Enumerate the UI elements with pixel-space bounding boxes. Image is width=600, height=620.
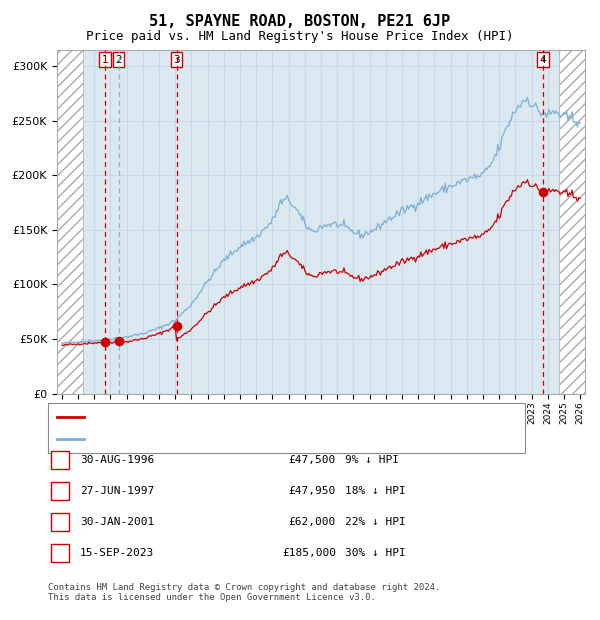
Text: HPI: Average price, detached house, Boston: HPI: Average price, detached house, Bost… [90,434,353,444]
Text: 27-JUN-1997: 27-JUN-1997 [80,486,154,496]
Text: 2: 2 [56,486,64,496]
Text: £185,000: £185,000 [282,548,336,558]
Text: 30-JAN-2001: 30-JAN-2001 [80,517,154,527]
Text: 51, SPAYNE ROAD, BOSTON, PE21 6JP: 51, SPAYNE ROAD, BOSTON, PE21 6JP [149,14,451,29]
Text: 15-SEP-2023: 15-SEP-2023 [80,548,154,558]
Point [538,187,548,197]
Bar [57,50,83,394]
Text: Price paid vs. HM Land Registry's House Price Index (HPI): Price paid vs. HM Land Registry's House … [86,30,514,43]
Text: 2: 2 [115,55,122,64]
Text: 9% ↓ HPI: 9% ↓ HPI [345,455,399,465]
Point [114,337,124,347]
Text: 51, SPAYNE ROAD, BOSTON, PE21 6JP (detached house): 51, SPAYNE ROAD, BOSTON, PE21 6JP (detac… [90,412,403,422]
Text: 4: 4 [56,548,64,558]
Text: £62,000: £62,000 [289,517,336,527]
Text: 1: 1 [102,55,109,64]
Text: £47,950: £47,950 [289,486,336,496]
Text: 30-AUG-1996: 30-AUG-1996 [80,455,154,465]
Text: Contains HM Land Registry data © Crown copyright and database right 2024.
This d: Contains HM Land Registry data © Crown c… [48,583,440,602]
Text: 3: 3 [56,517,64,527]
Text: 22% ↓ HPI: 22% ↓ HPI [345,517,406,527]
Bar [559,50,585,394]
Text: 4: 4 [540,55,547,64]
Text: 18% ↓ HPI: 18% ↓ HPI [345,486,406,496]
Text: 3: 3 [173,55,180,64]
Point [172,321,181,331]
Text: £47,500: £47,500 [289,455,336,465]
Text: 1: 1 [56,455,64,465]
Text: 30% ↓ HPI: 30% ↓ HPI [345,548,406,558]
Point [100,337,110,347]
